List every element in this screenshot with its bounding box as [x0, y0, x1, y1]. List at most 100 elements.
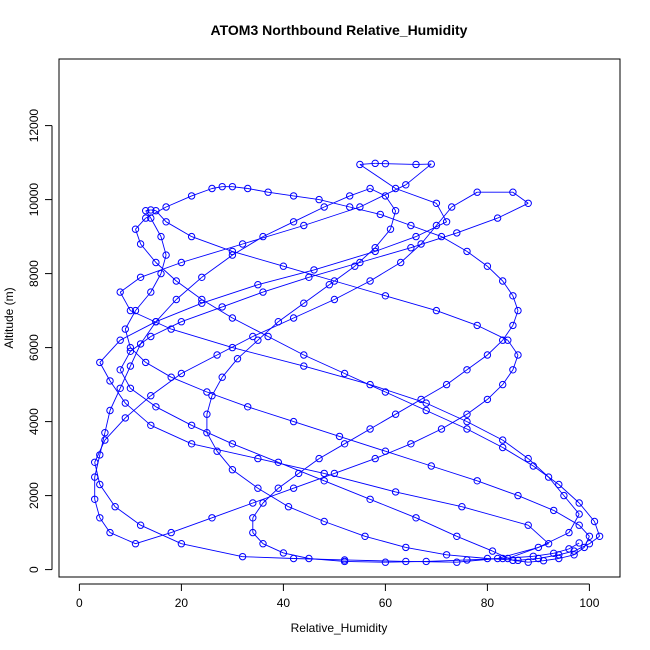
data-point — [106, 377, 114, 385]
series-line-segment — [99, 432, 106, 456]
data-point — [228, 314, 237, 322]
series-line-segment — [334, 280, 386, 297]
series-line-segment — [257, 458, 325, 474]
series-line-segment — [318, 443, 345, 459]
data-point — [325, 281, 333, 289]
series-line-segment — [94, 454, 101, 478]
series-line-segment — [426, 559, 468, 562]
data-point — [172, 277, 181, 285]
data-point — [111, 503, 119, 511]
x-tick-label: 80 — [481, 596, 495, 610]
data-point — [417, 395, 425, 404]
series-line-segment — [385, 163, 417, 165]
y-tick-label: 10000 — [27, 183, 41, 217]
data-point — [509, 292, 517, 300]
data-point — [249, 528, 257, 537]
data-point — [453, 229, 461, 237]
series-line-segment — [563, 495, 580, 515]
data-point — [340, 369, 349, 378]
data-point — [585, 532, 594, 540]
series-line-segment — [145, 362, 172, 378]
data-point — [187, 232, 196, 241]
data-point — [233, 355, 242, 363]
data-point — [346, 203, 354, 211]
data-point — [366, 184, 374, 193]
series-line-segment — [242, 556, 294, 559]
data-point — [442, 551, 451, 559]
series-line-segment — [369, 413, 396, 430]
series-line-segment — [211, 502, 253, 519]
data-point — [509, 188, 517, 196]
y-axis-label: Altitude (m) — [2, 287, 16, 348]
series-line-segment — [527, 458, 549, 478]
series-line-segment — [385, 561, 427, 563]
data-point — [351, 262, 359, 270]
data-point — [116, 366, 124, 374]
data-point — [96, 514, 104, 522]
series-line-segment — [191, 236, 233, 252]
data-point — [463, 366, 471, 374]
data-point — [167, 373, 175, 381]
data-point — [106, 528, 114, 537]
series-line-segment — [119, 321, 157, 341]
data-point — [300, 351, 308, 359]
data-point — [580, 543, 588, 552]
data-point — [565, 528, 573, 537]
data-point — [381, 558, 390, 566]
data-point — [427, 160, 435, 168]
series-line-segment — [359, 247, 412, 263]
series-line-segment — [568, 542, 580, 550]
data-point — [96, 480, 104, 489]
series-line-segment — [502, 447, 534, 467]
series-line-segment — [155, 262, 177, 282]
series-line-segment — [512, 295, 519, 311]
data-point — [198, 295, 206, 304]
series-line-segment — [94, 462, 101, 485]
data-point — [167, 325, 175, 333]
data-point — [116, 336, 124, 344]
data-point — [228, 440, 237, 448]
data-point — [152, 258, 160, 267]
data-point — [575, 539, 583, 547]
data-point — [504, 336, 512, 344]
data-point — [371, 247, 379, 256]
data-point — [238, 552, 247, 561]
y-tick-label: 4000 — [27, 408, 41, 435]
data-point — [187, 440, 196, 448]
series-line-segment — [324, 195, 350, 208]
data-point — [289, 192, 298, 200]
series-line-segment — [359, 162, 376, 165]
data-point — [157, 269, 165, 278]
chart-title: ATOM3 Northbound Relative_Humidity — [211, 22, 468, 38]
data-point — [330, 469, 339, 478]
data-point — [340, 440, 349, 448]
series-line-segment — [99, 484, 116, 507]
series-line-segment — [374, 228, 391, 248]
series-line-segment — [594, 521, 601, 537]
data-point — [228, 343, 237, 352]
x-tick-label: 40 — [277, 596, 291, 610]
data-point — [305, 273, 313, 281]
series-line-segment — [318, 199, 350, 208]
series-line-segment — [329, 265, 356, 286]
series-line-segment — [426, 402, 468, 423]
series-line-segment — [262, 276, 310, 293]
data-point — [167, 528, 175, 537]
y-tick-label: 8000 — [27, 260, 41, 287]
data-point — [509, 321, 517, 330]
series-line-segment — [349, 206, 381, 215]
data-point — [453, 532, 461, 540]
series-line-segment — [216, 450, 233, 470]
data-point — [320, 203, 328, 211]
data-point — [463, 247, 471, 256]
data-point — [407, 244, 415, 252]
series-line-segment — [410, 428, 442, 445]
data-point — [499, 380, 507, 389]
data-point — [208, 392, 216, 400]
data-point — [96, 451, 104, 459]
series-line-segment — [507, 339, 519, 356]
series-line-segment — [344, 559, 406, 562]
data-point — [493, 214, 502, 222]
series-line-segment — [109, 380, 126, 404]
series-line-segment — [252, 532, 264, 545]
